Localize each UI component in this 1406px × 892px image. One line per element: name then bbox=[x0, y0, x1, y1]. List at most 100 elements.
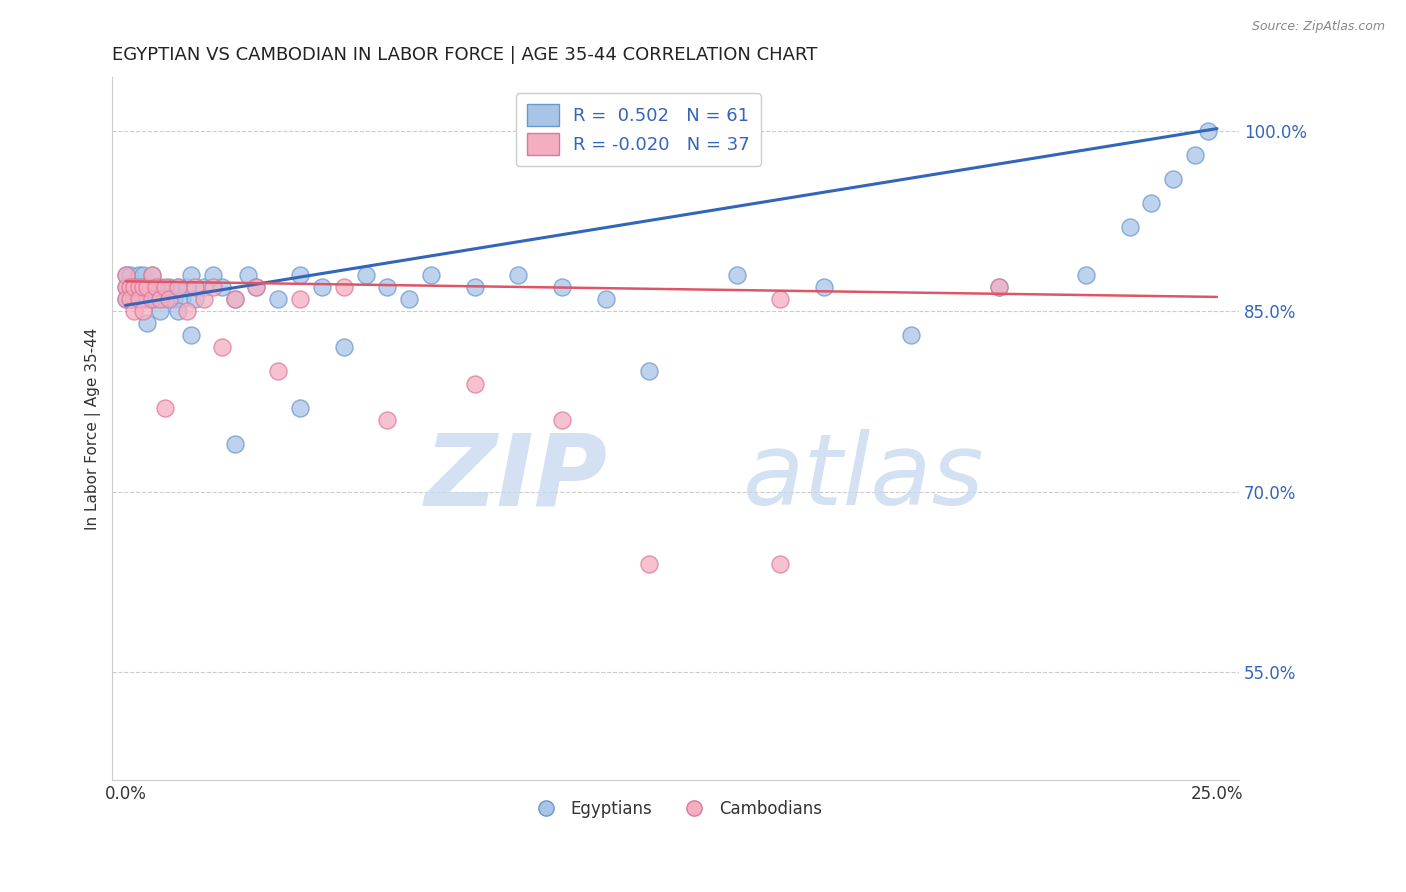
Point bbox=[136, 317, 159, 331]
Point bbox=[1197, 124, 1219, 138]
Point bbox=[132, 280, 155, 294]
Point bbox=[157, 293, 180, 307]
Point bbox=[162, 293, 184, 307]
Point bbox=[184, 293, 207, 307]
Point bbox=[377, 280, 399, 294]
Point bbox=[211, 340, 233, 354]
Point bbox=[172, 293, 194, 307]
Point bbox=[211, 280, 233, 294]
Point bbox=[638, 557, 661, 571]
Point bbox=[167, 304, 190, 318]
Point bbox=[180, 268, 202, 283]
Point bbox=[245, 280, 267, 294]
Point bbox=[145, 280, 167, 294]
Point bbox=[157, 280, 180, 294]
Point bbox=[118, 280, 141, 294]
Point bbox=[167, 280, 190, 294]
Point bbox=[118, 280, 141, 294]
Point bbox=[118, 293, 141, 307]
Point bbox=[132, 304, 155, 318]
Point bbox=[122, 280, 145, 294]
Point bbox=[398, 293, 420, 307]
Y-axis label: In Labor Force | Age 35-44: In Labor Force | Age 35-44 bbox=[86, 327, 101, 530]
Point bbox=[987, 280, 1010, 294]
Point bbox=[136, 280, 159, 294]
Point bbox=[508, 268, 530, 283]
Point bbox=[149, 304, 172, 318]
Point bbox=[132, 293, 155, 307]
Point bbox=[333, 280, 356, 294]
Point bbox=[128, 268, 150, 283]
Legend: Egyptians, Cambodians: Egyptians, Cambodians bbox=[523, 793, 828, 825]
Point bbox=[900, 328, 922, 343]
Point bbox=[288, 401, 311, 415]
Point bbox=[176, 280, 198, 294]
Point bbox=[354, 268, 377, 283]
Text: Source: ZipAtlas.com: Source: ZipAtlas.com bbox=[1251, 20, 1385, 33]
Point bbox=[464, 280, 486, 294]
Point bbox=[377, 412, 399, 426]
Point bbox=[201, 280, 224, 294]
Point bbox=[167, 280, 190, 294]
Point bbox=[122, 293, 145, 307]
Point bbox=[193, 280, 215, 294]
Point bbox=[464, 376, 486, 391]
Point bbox=[136, 280, 159, 294]
Text: ZIP: ZIP bbox=[425, 429, 607, 526]
Point bbox=[114, 268, 136, 283]
Point bbox=[128, 293, 150, 307]
Point bbox=[725, 268, 748, 283]
Point bbox=[145, 293, 167, 307]
Point bbox=[114, 280, 136, 294]
Point bbox=[114, 293, 136, 307]
Point bbox=[193, 293, 215, 307]
Point bbox=[114, 293, 136, 307]
Point bbox=[267, 364, 290, 378]
Point bbox=[1140, 196, 1163, 211]
Point bbox=[180, 328, 202, 343]
Point bbox=[224, 436, 246, 450]
Point bbox=[153, 280, 176, 294]
Point bbox=[267, 293, 290, 307]
Point bbox=[149, 280, 172, 294]
Point bbox=[122, 280, 145, 294]
Point bbox=[311, 280, 333, 294]
Point bbox=[122, 304, 145, 318]
Point bbox=[769, 557, 792, 571]
Point bbox=[141, 293, 163, 307]
Point bbox=[114, 268, 136, 283]
Point bbox=[224, 293, 246, 307]
Point bbox=[638, 364, 661, 378]
Point bbox=[149, 293, 172, 307]
Point bbox=[333, 340, 356, 354]
Text: atlas: atlas bbox=[744, 429, 984, 526]
Point bbox=[288, 268, 311, 283]
Point bbox=[551, 280, 574, 294]
Point bbox=[1161, 172, 1184, 186]
Point bbox=[136, 293, 159, 307]
Point bbox=[132, 268, 155, 283]
Point bbox=[245, 280, 267, 294]
Point bbox=[184, 280, 207, 294]
Point bbox=[813, 280, 835, 294]
Point bbox=[128, 280, 150, 294]
Point bbox=[118, 293, 141, 307]
Point bbox=[141, 268, 163, 283]
Point bbox=[769, 293, 792, 307]
Point bbox=[141, 268, 163, 283]
Text: EGYPTIAN VS CAMBODIAN IN LABOR FORCE | AGE 35-44 CORRELATION CHART: EGYPTIAN VS CAMBODIAN IN LABOR FORCE | A… bbox=[112, 46, 818, 64]
Point bbox=[1118, 220, 1140, 235]
Point bbox=[118, 268, 141, 283]
Point bbox=[987, 280, 1010, 294]
Point bbox=[176, 304, 198, 318]
Point bbox=[114, 280, 136, 294]
Point bbox=[236, 268, 259, 283]
Point bbox=[224, 293, 246, 307]
Point bbox=[595, 293, 617, 307]
Point bbox=[145, 280, 167, 294]
Point bbox=[1074, 268, 1097, 283]
Point bbox=[551, 412, 574, 426]
Point bbox=[288, 293, 311, 307]
Point bbox=[201, 268, 224, 283]
Point bbox=[420, 268, 443, 283]
